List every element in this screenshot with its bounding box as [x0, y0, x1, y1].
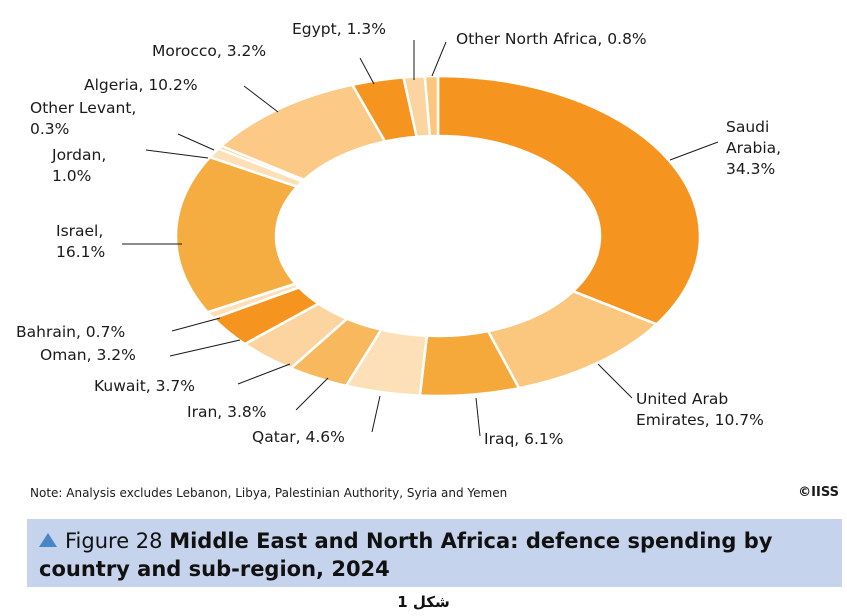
slice-label-saudi-arabia: Saudi Arabia, 34.3%: [726, 118, 781, 178]
leader-line-united-arab-emirates: [597, 363, 633, 399]
triangle-icon: [39, 533, 57, 547]
slice-label-qatar: Qatar, 4.6%: [252, 428, 345, 446]
slice-label-algeria: Algeria, 10.2%: [84, 76, 198, 94]
slice-label-iraq: Iraq, 6.1%: [484, 430, 564, 448]
slice-label-line: Algeria, 10.2%: [84, 76, 198, 94]
slice-label-line: Arabia,: [726, 139, 781, 157]
figure-title: Middle East and North Africa: defence sp…: [39, 529, 773, 581]
slice-label-line: Israel,: [56, 222, 103, 240]
donut-slices: [174, 74, 702, 398]
arabic-subcaption: شكل 1: [397, 593, 450, 611]
slice-label-jordan: Jordan, 1.0%: [51, 146, 106, 185]
slice-label-line: Bahrain, 0.7%: [16, 323, 125, 341]
leader-line-kuwait: [237, 363, 291, 385]
slice-label-line: Iran, 3.8%: [187, 403, 267, 421]
leader-line-algeria: [243, 85, 279, 113]
chart-note: Note: Analysis excludes Lebanon, Libya, …: [30, 486, 508, 500]
slice-labels: Saudi Arabia, 34.3% United Arab Emirates, 10…: [16, 20, 781, 448]
slice-label-bahrain: Bahrain, 0.7%: [16, 323, 125, 341]
leader-line-bahrain: [171, 317, 221, 332]
slice-label-other-north-africa: Other North Africa, 0.8%: [456, 30, 647, 48]
slice-label-line: Emirates, 10.7%: [636, 411, 764, 429]
figure-label: Figure 28: [65, 529, 163, 553]
slice-label-united-arab-emirates: United Arab Emirates, 10.7%: [636, 390, 764, 429]
slice-label-line: United Arab: [636, 390, 728, 408]
leader-line-iran: [295, 377, 329, 411]
leader-line-iraq: [475, 397, 481, 437]
copyright-mark: ©IISS: [798, 485, 839, 500]
slice-saudi-arabia: [436, 74, 702, 326]
slice-label-other-levant: Other Levant, 0.3%: [30, 99, 136, 138]
slice-label-line: Iraq, 6.1%: [484, 430, 564, 448]
leader-line-other-levant: [177, 133, 215, 151]
leader-lines: [122, 40, 719, 437]
slice-label-line: Saudi: [726, 118, 769, 136]
slice-label-line: Oman, 3.2%: [40, 346, 136, 364]
slice-label-morocco: Morocco, 3.2%: [152, 42, 266, 60]
slice-label-line: Egypt, 1.3%: [292, 20, 386, 38]
leader-line-saudi-arabia: [669, 141, 719, 161]
slice-label-line: Other North Africa, 0.8%: [456, 30, 647, 48]
slice-label-egypt: Egypt, 1.3%: [292, 20, 386, 38]
leader-line-oman: [169, 339, 241, 357]
slice-label-line: 1.0%: [52, 167, 91, 185]
slice-label-line: Other Levant,: [30, 99, 136, 117]
slice-label-line: 16.1%: [56, 243, 105, 261]
slice-other-north-africa: [423, 74, 440, 138]
slice-label-iran: Iran, 3.8%: [187, 403, 267, 421]
leader-line-morocco: [359, 57, 375, 85]
leader-line-other-north-africa: [431, 41, 447, 77]
slice-label-kuwait: Kuwait, 3.7%: [94, 377, 195, 395]
leader-line-jordan: [145, 149, 209, 159]
figure-caption: Figure 28 Middle East and North Africa: …: [27, 519, 842, 587]
slice-label-line: 34.3%: [726, 160, 775, 178]
slice-label-line: Kuwait, 3.7%: [94, 377, 195, 395]
slice-label-oman: Oman, 3.2%: [40, 346, 136, 364]
donut-chart: Saudi Arabia, 34.3% United Arab Emirates, 10…: [16, 20, 781, 448]
slice-label-line: 0.3%: [30, 120, 69, 138]
leader-line-qatar: [371, 395, 381, 433]
slice-label-israel: Israel, 16.1%: [56, 222, 105, 261]
slice-label-line: Qatar, 4.6%: [252, 428, 345, 446]
slice-label-line: Jordan,: [51, 146, 106, 164]
slice-label-line: Morocco, 3.2%: [152, 42, 266, 60]
